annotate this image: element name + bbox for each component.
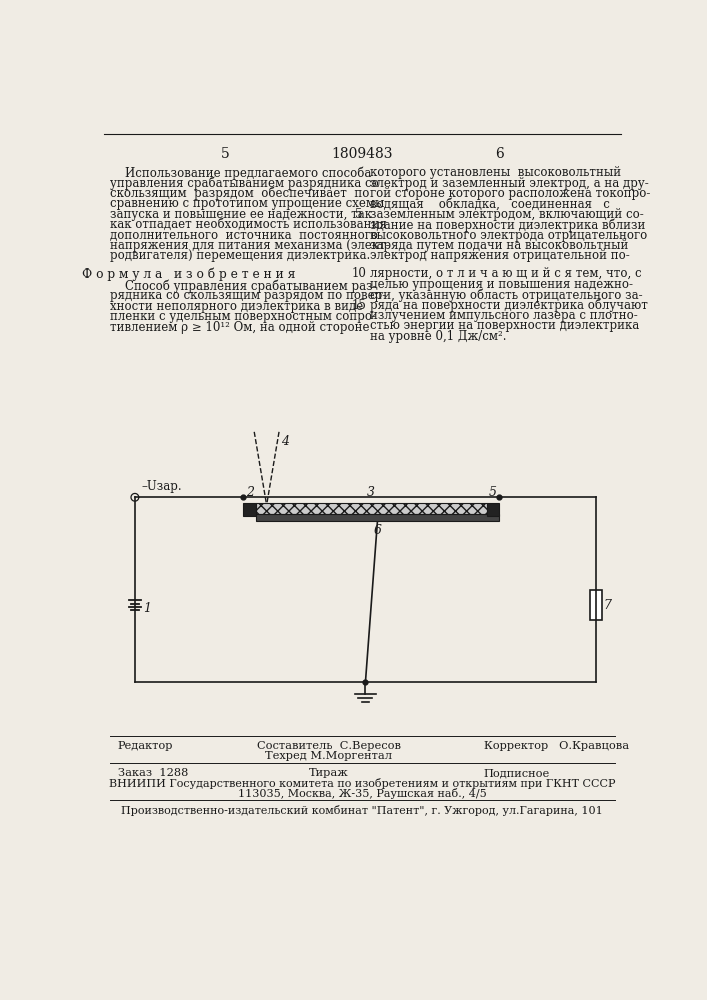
Text: водящая    обкладка,   соединенная   с: водящая обкладка, соединенная с (370, 197, 609, 210)
Text: 5: 5 (355, 208, 363, 221)
Text: 3: 3 (367, 486, 375, 499)
Text: ВНИИПИ Государственного комитета по изобретениям и открытиям при ГКНТ СССР: ВНИИПИ Государственного комитета по изоб… (109, 778, 615, 789)
Text: целью упрощения и повышения надежно-: целью упрощения и повышения надежно- (370, 278, 633, 291)
Bar (243, 503, 256, 516)
Text: высоковольтного электрода отрицательного: высоковольтного электрода отрицательного (370, 229, 647, 242)
Text: управления срабатыванием разрядника со: управления срабатыванием разрядника со (110, 177, 379, 190)
Text: ряда на поверхности диэлектрика облучают: ряда на поверхности диэлектрика облучают (370, 299, 648, 312)
Bar (486, 503, 499, 516)
Text: 4: 4 (281, 435, 289, 448)
Text: заземленным электродом, включающий со-: заземленным электродом, включающий со- (370, 208, 643, 221)
Text: 5: 5 (489, 486, 497, 499)
Text: которого установлены  высоковольтный: которого установлены высоковольтный (370, 166, 621, 179)
Text: Составитель  С.Вересов: Составитель С.Вересов (257, 741, 401, 751)
Bar (256, 514, 499, 521)
Text: электрод и заземленный электрод, а на дру-: электрод и заземленный электрод, а на др… (370, 177, 648, 190)
Text: 15: 15 (351, 299, 366, 312)
Text: дополнительного  источника  постоянного: дополнительного источника постоянного (110, 229, 378, 242)
Bar (590, 590, 602, 620)
Text: излучением импульсного лазера с плотно-: излучением импульсного лазера с плотно- (370, 309, 638, 322)
Text: 113035, Москва, Ж-35, Раушская наб., 4/5: 113035, Москва, Ж-35, Раушская наб., 4/5 (238, 788, 486, 799)
Text: электрод напряжения отрицательной по-: электрод напряжения отрицательной по- (370, 249, 629, 262)
Text: Подписное: Подписное (484, 768, 550, 778)
Text: сравнению с прототипом упрощение схемы: сравнению с прототипом упрощение схемы (110, 197, 385, 210)
Text: скользящим  разрядом  обеспечивает  по: скользящим разрядом обеспечивает по (110, 187, 370, 200)
Text: лярности, о т л и ч а ю щ и й с я тем, что, с: лярности, о т л и ч а ю щ и й с я тем, ч… (370, 267, 641, 280)
Text: Тираж: Тираж (309, 768, 349, 778)
Text: заряда путем подачи на высоковольтный: заряда путем подачи на высоковольтный (370, 239, 628, 252)
Text: 10: 10 (351, 267, 366, 280)
Text: Редактор: Редактор (118, 741, 173, 751)
Text: Способ управления срабатыванием раз-: Способ управления срабатыванием раз- (110, 279, 377, 293)
Text: 1809483: 1809483 (331, 147, 392, 161)
Text: гой стороне которого расположена токопро-: гой стороне которого расположена токопро… (370, 187, 650, 200)
Text: тивлением ρ ≥ 10¹² Ом, на одной стороне: тивлением ρ ≥ 10¹² Ом, на одной стороне (110, 321, 370, 334)
Text: 6: 6 (495, 147, 503, 161)
Bar (256, 503, 486, 514)
Text: Производственно-издательский комбинат "Патент", г. Ужгород, ул.Гагарина, 101: Производственно-издательский комбинат "П… (121, 805, 603, 816)
Text: сти, указанную область отрицательного за-: сти, указанную область отрицательного за… (370, 288, 643, 302)
Text: Ф о р м у л а   и з о б р е т е н и я: Ф о р м у л а и з о б р е т е н и я (83, 267, 296, 281)
Text: Техред М.Моргентал: Техред М.Моргентал (265, 751, 392, 761)
Text: Заказ  1288: Заказ 1288 (118, 768, 188, 778)
Text: –Uзар.: –Uзар. (141, 480, 182, 493)
Text: 7: 7 (604, 599, 612, 612)
Text: здание на поверхности диэлектрика вблизи: здание на поверхности диэлектрика вблизи (370, 218, 645, 232)
Text: как отпадает необходимость использования: как отпадает необходимость использования (110, 218, 387, 231)
Text: хности неполярного диэлектрика в виде: хности неполярного диэлектрика в виде (110, 300, 363, 313)
Text: 5: 5 (221, 147, 230, 161)
Text: рядника со скользящим разрядом по повер-: рядника со скользящим разрядом по повер- (110, 289, 386, 302)
Text: запуска и повышение ее надежности, так: запуска и повышение ее надежности, так (110, 208, 372, 221)
Text: 2: 2 (245, 486, 254, 499)
Text: 6: 6 (373, 524, 382, 537)
Text: напряжения для питания механизма (элект-: напряжения для питания механизма (элект- (110, 239, 390, 252)
Text: родвигателя) перемещения диэлектрика.: родвигателя) перемещения диэлектрика. (110, 249, 370, 262)
Text: Использование предлагаемого способа: Использование предлагаемого способа (110, 166, 371, 180)
Text: 1: 1 (143, 602, 151, 615)
Text: на уровне 0,1 Дж/см².: на уровне 0,1 Дж/см². (370, 330, 506, 343)
Text: пленки с удельным поверхностным сопро-: пленки с удельным поверхностным сопро- (110, 310, 376, 323)
Text: стью энергии на поверхности диэлектрика: стью энергии на поверхности диэлектрика (370, 319, 639, 332)
Text: Корректор   О.Кравцова: Корректор О.Кравцова (484, 741, 629, 751)
